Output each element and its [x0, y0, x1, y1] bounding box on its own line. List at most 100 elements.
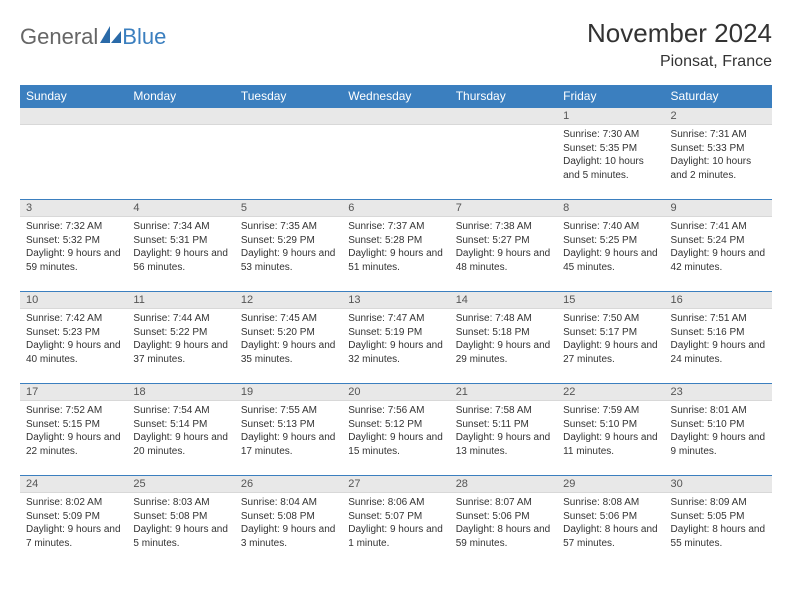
day-details: Sunrise: 7:35 AMSunset: 5:29 PMDaylight:… — [235, 217, 342, 277]
calendar-head: SundayMondayTuesdayWednesdayThursdayFrid… — [20, 85, 772, 108]
day-details: Sunrise: 7:54 AMSunset: 5:14 PMDaylight:… — [127, 401, 234, 461]
month-title: November 2024 — [587, 18, 772, 49]
day-number: 20 — [342, 384, 449, 401]
dayname-header: Saturday — [665, 85, 772, 108]
day-number: 25 — [127, 476, 234, 493]
day-number: 19 — [235, 384, 342, 401]
calendar-cell — [20, 108, 127, 200]
calendar-cell: 16Sunrise: 7:51 AMSunset: 5:16 PMDayligh… — [665, 292, 772, 384]
calendar-cell: 25Sunrise: 8:03 AMSunset: 5:08 PMDayligh… — [127, 476, 234, 568]
calendar-cell: 27Sunrise: 8:06 AMSunset: 5:07 PMDayligh… — [342, 476, 449, 568]
day-details: Sunrise: 8:06 AMSunset: 5:07 PMDaylight:… — [342, 493, 449, 553]
calendar-week: 10Sunrise: 7:42 AMSunset: 5:23 PMDayligh… — [20, 292, 772, 384]
day-number: 22 — [557, 384, 664, 401]
dayname-header: Sunday — [20, 85, 127, 108]
day-details: Sunrise: 8:01 AMSunset: 5:10 PMDaylight:… — [665, 401, 772, 461]
location: Pionsat, France — [587, 53, 772, 71]
day-number: 3 — [20, 200, 127, 217]
day-number: 18 — [127, 384, 234, 401]
calendar-cell: 10Sunrise: 7:42 AMSunset: 5:23 PMDayligh… — [20, 292, 127, 384]
day-details: Sunrise: 7:52 AMSunset: 5:15 PMDaylight:… — [20, 401, 127, 461]
day-number: 27 — [342, 476, 449, 493]
logo-sail-icon — [100, 26, 122, 44]
day-number: 28 — [450, 476, 557, 493]
calendar-cell: 15Sunrise: 7:50 AMSunset: 5:17 PMDayligh… — [557, 292, 664, 384]
day-details: Sunrise: 7:31 AMSunset: 5:33 PMDaylight:… — [665, 125, 772, 185]
day-number: 29 — [557, 476, 664, 493]
calendar-cell: 26Sunrise: 8:04 AMSunset: 5:08 PMDayligh… — [235, 476, 342, 568]
calendar-cell: 17Sunrise: 7:52 AMSunset: 5:15 PMDayligh… — [20, 384, 127, 476]
day-details: Sunrise: 7:44 AMSunset: 5:22 PMDaylight:… — [127, 309, 234, 369]
calendar-cell: 24Sunrise: 8:02 AMSunset: 5:09 PMDayligh… — [20, 476, 127, 568]
day-details: Sunrise: 7:47 AMSunset: 5:19 PMDaylight:… — [342, 309, 449, 369]
calendar-cell — [127, 108, 234, 200]
day-number: 13 — [342, 292, 449, 309]
day-details: Sunrise: 7:37 AMSunset: 5:28 PMDaylight:… — [342, 217, 449, 277]
calendar-week: 3Sunrise: 7:32 AMSunset: 5:32 PMDaylight… — [20, 200, 772, 292]
calendar-cell: 8Sunrise: 7:40 AMSunset: 5:25 PMDaylight… — [557, 200, 664, 292]
day-number: 10 — [20, 292, 127, 309]
day-number-empty — [235, 108, 342, 125]
day-details: Sunrise: 8:07 AMSunset: 5:06 PMDaylight:… — [450, 493, 557, 553]
logo-text-2: Blue — [122, 24, 166, 50]
day-details: Sunrise: 7:42 AMSunset: 5:23 PMDaylight:… — [20, 309, 127, 369]
calendar-cell: 12Sunrise: 7:45 AMSunset: 5:20 PMDayligh… — [235, 292, 342, 384]
calendar-cell: 2Sunrise: 7:31 AMSunset: 5:33 PMDaylight… — [665, 108, 772, 200]
day-number: 30 — [665, 476, 772, 493]
day-details: Sunrise: 7:34 AMSunset: 5:31 PMDaylight:… — [127, 217, 234, 277]
calendar-cell: 29Sunrise: 8:08 AMSunset: 5:06 PMDayligh… — [557, 476, 664, 568]
calendar-week: 17Sunrise: 7:52 AMSunset: 5:15 PMDayligh… — [20, 384, 772, 476]
day-details: Sunrise: 8:03 AMSunset: 5:08 PMDaylight:… — [127, 493, 234, 553]
calendar-cell: 14Sunrise: 7:48 AMSunset: 5:18 PMDayligh… — [450, 292, 557, 384]
calendar-cell: 6Sunrise: 7:37 AMSunset: 5:28 PMDaylight… — [342, 200, 449, 292]
calendar-cell: 1Sunrise: 7:30 AMSunset: 5:35 PMDaylight… — [557, 108, 664, 200]
day-details: Sunrise: 8:08 AMSunset: 5:06 PMDaylight:… — [557, 493, 664, 553]
calendar-cell: 28Sunrise: 8:07 AMSunset: 5:06 PMDayligh… — [450, 476, 557, 568]
day-details: Sunrise: 7:40 AMSunset: 5:25 PMDaylight:… — [557, 217, 664, 277]
calendar-cell: 9Sunrise: 7:41 AMSunset: 5:24 PMDaylight… — [665, 200, 772, 292]
day-number: 14 — [450, 292, 557, 309]
calendar-cell: 18Sunrise: 7:54 AMSunset: 5:14 PMDayligh… — [127, 384, 234, 476]
logo-text-1: General — [20, 24, 98, 50]
day-details: Sunrise: 8:04 AMSunset: 5:08 PMDaylight:… — [235, 493, 342, 553]
day-number: 12 — [235, 292, 342, 309]
calendar-cell: 21Sunrise: 7:58 AMSunset: 5:11 PMDayligh… — [450, 384, 557, 476]
day-number: 5 — [235, 200, 342, 217]
day-number: 21 — [450, 384, 557, 401]
day-details: Sunrise: 7:50 AMSunset: 5:17 PMDaylight:… — [557, 309, 664, 369]
day-details: Sunrise: 7:41 AMSunset: 5:24 PMDaylight:… — [665, 217, 772, 277]
day-number: 11 — [127, 292, 234, 309]
calendar-cell — [235, 108, 342, 200]
dayname-header: Friday — [557, 85, 664, 108]
calendar-week: 1Sunrise: 7:30 AMSunset: 5:35 PMDaylight… — [20, 108, 772, 200]
calendar-cell: 3Sunrise: 7:32 AMSunset: 5:32 PMDaylight… — [20, 200, 127, 292]
day-details: Sunrise: 7:59 AMSunset: 5:10 PMDaylight:… — [557, 401, 664, 461]
calendar-cell: 23Sunrise: 8:01 AMSunset: 5:10 PMDayligh… — [665, 384, 772, 476]
dayname-header: Wednesday — [342, 85, 449, 108]
day-number: 24 — [20, 476, 127, 493]
calendar-cell: 13Sunrise: 7:47 AMSunset: 5:19 PMDayligh… — [342, 292, 449, 384]
day-number: 23 — [665, 384, 772, 401]
day-number: 9 — [665, 200, 772, 217]
day-details: Sunrise: 7:30 AMSunset: 5:35 PMDaylight:… — [557, 125, 664, 185]
day-details: Sunrise: 7:48 AMSunset: 5:18 PMDaylight:… — [450, 309, 557, 369]
day-details: Sunrise: 7:55 AMSunset: 5:13 PMDaylight:… — [235, 401, 342, 461]
dayname-header: Tuesday — [235, 85, 342, 108]
day-details: Sunrise: 7:32 AMSunset: 5:32 PMDaylight:… — [20, 217, 127, 277]
day-details: Sunrise: 7:51 AMSunset: 5:16 PMDaylight:… — [665, 309, 772, 369]
calendar-cell — [342, 108, 449, 200]
logo: General Blue — [20, 24, 166, 50]
calendar-body: 1Sunrise: 7:30 AMSunset: 5:35 PMDaylight… — [20, 108, 772, 568]
day-number: 7 — [450, 200, 557, 217]
day-number: 17 — [20, 384, 127, 401]
day-number: 2 — [665, 108, 772, 125]
day-number: 15 — [557, 292, 664, 309]
calendar-cell: 30Sunrise: 8:09 AMSunset: 5:05 PMDayligh… — [665, 476, 772, 568]
dayname-header: Monday — [127, 85, 234, 108]
calendar-cell: 20Sunrise: 7:56 AMSunset: 5:12 PMDayligh… — [342, 384, 449, 476]
day-details: Sunrise: 7:38 AMSunset: 5:27 PMDaylight:… — [450, 217, 557, 277]
day-number: 26 — [235, 476, 342, 493]
calendar-cell: 5Sunrise: 7:35 AMSunset: 5:29 PMDaylight… — [235, 200, 342, 292]
day-details: Sunrise: 7:45 AMSunset: 5:20 PMDaylight:… — [235, 309, 342, 369]
day-details: Sunrise: 8:09 AMSunset: 5:05 PMDaylight:… — [665, 493, 772, 553]
